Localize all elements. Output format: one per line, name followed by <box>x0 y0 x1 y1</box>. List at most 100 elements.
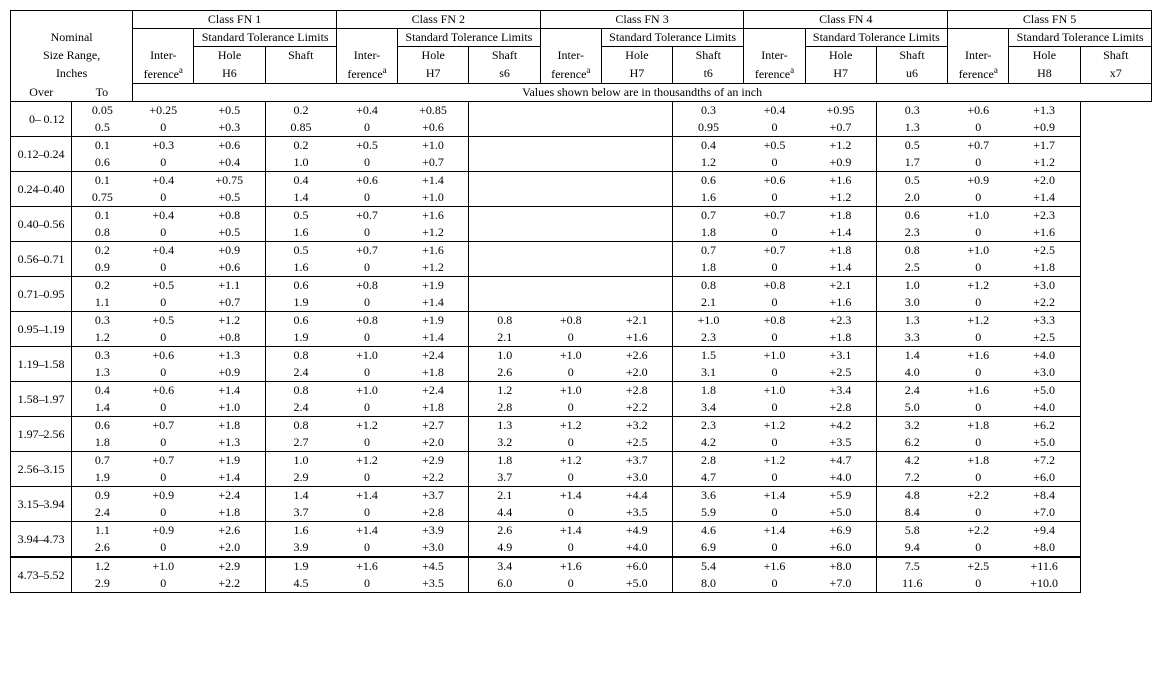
data-cell: +0.7 <box>805 119 876 137</box>
data-cell: +2.3 <box>805 312 876 330</box>
data-cell: 2.1 <box>469 329 540 347</box>
data-cell: +1.9 <box>398 312 469 330</box>
shaft-label: Shaft <box>1080 47 1151 65</box>
size-range: 3.15–3.94 <box>11 487 72 522</box>
data-cell: +6.9 <box>805 522 876 540</box>
data-cell: 1.4 <box>876 347 947 365</box>
data-cell: 4.0 <box>876 364 947 382</box>
data-cell: 1.0 <box>469 347 540 365</box>
data-cell <box>540 172 601 190</box>
data-cell: 1.9 <box>265 557 336 575</box>
data-cell: 1.4 <box>265 487 336 505</box>
class-header: Class FN 1 <box>133 11 337 29</box>
data-row: 0.95–1.190.3+0.5+1.20.6+0.8+1.90.8+0.8+2… <box>11 312 1152 330</box>
data-cell: 0 <box>948 504 1009 522</box>
shaft-label: Shaft <box>265 47 336 65</box>
data-cell: 0 <box>540 364 601 382</box>
data-cell: 0 <box>336 119 397 137</box>
hole-label: Hole <box>601 47 672 65</box>
data-cell: +1.0 <box>540 347 601 365</box>
data-cell: +0.6 <box>194 137 265 155</box>
data-cell <box>601 189 672 207</box>
class-header: Class FN 3 <box>540 11 744 29</box>
data-cell: 1.0 <box>876 277 947 295</box>
data-cell: 0.8 <box>469 312 540 330</box>
data-cell <box>601 294 672 312</box>
data-cell: +2.0 <box>601 364 672 382</box>
data-cell <box>469 102 540 120</box>
data-cell: +0.6 <box>133 382 194 400</box>
data-cell: +3.3 <box>1009 312 1080 330</box>
data-cell: 2.1 <box>469 487 540 505</box>
data-cell: 0.3 <box>72 347 133 365</box>
data-cell: 0 <box>336 154 397 172</box>
data-cell <box>601 102 672 120</box>
data-cell: +1.2 <box>336 452 397 470</box>
data-cell: +1.4 <box>744 487 805 505</box>
data-cell: +1.4 <box>1009 189 1080 207</box>
data-cell: 1.1 <box>72 522 133 540</box>
data-cell: 1.6 <box>265 259 336 277</box>
data-cell: 1.3 <box>72 364 133 382</box>
data-cell: +4.0 <box>805 469 876 487</box>
data-cell: +1.7 <box>1009 137 1080 155</box>
data-row: 3.94–4.731.1+0.9+2.61.6+1.4+3.92.6+1.4+4… <box>11 522 1152 540</box>
data-cell: +3.5 <box>805 434 876 452</box>
data-cell: +0.7 <box>744 207 805 225</box>
data-cell: +1.0 <box>398 137 469 155</box>
data-cell: 7.2 <box>876 469 947 487</box>
data-cell: 2.6 <box>469 522 540 540</box>
data-cell: 0 <box>948 259 1009 277</box>
data-cell: +1.8 <box>805 207 876 225</box>
data-cell: 4.7 <box>673 469 744 487</box>
data-cell: +2.8 <box>398 504 469 522</box>
data-cell: 0 <box>948 399 1009 417</box>
hole-label: Hole <box>805 47 876 65</box>
data-cell: 4.4 <box>469 504 540 522</box>
data-cell: +1.3 <box>1009 102 1080 120</box>
data-cell: +0.8 <box>744 277 805 295</box>
data-cell: +0.5 <box>194 224 265 242</box>
data-cell: 0 <box>133 434 194 452</box>
data-cell: +2.2 <box>398 469 469 487</box>
data-cell: +1.3 <box>194 347 265 365</box>
data-cell <box>601 259 672 277</box>
data-cell: +4.4 <box>601 487 672 505</box>
data-cell: +0.8 <box>194 207 265 225</box>
hole-label: Hole <box>1009 47 1080 65</box>
data-cell: +0.4 <box>336 102 397 120</box>
data-cell <box>540 189 601 207</box>
data-row: 1.97–2.560.6+0.7+1.80.8+1.2+2.71.3+1.2+3… <box>11 417 1152 435</box>
data-cell <box>601 172 672 190</box>
shaft-label: Shaft <box>673 47 744 65</box>
data-cell: 0.8 <box>876 242 947 260</box>
data-cell: +4.0 <box>601 539 672 557</box>
data-cell: +2.0 <box>194 539 265 557</box>
data-cell: +3.0 <box>601 469 672 487</box>
data-cell: +1.0 <box>194 399 265 417</box>
data-cell <box>540 119 601 137</box>
data-cell: 0 <box>336 364 397 382</box>
shaft-code: t6 <box>673 64 744 84</box>
data-cell: 4.9 <box>469 539 540 557</box>
data-cell: 0.4 <box>72 382 133 400</box>
data-row: 0.71–0.950.2+0.5+1.10.6+0.8+1.90.8+0.8+2… <box>11 277 1152 295</box>
data-cell: 0.3 <box>876 102 947 120</box>
data-cell: 0 <box>336 504 397 522</box>
data-cell: 1.8 <box>673 224 744 242</box>
data-cell: +1.0 <box>948 242 1009 260</box>
data-cell: +0.7 <box>194 294 265 312</box>
size-range: 0–0.12 <box>11 102 72 137</box>
data-cell: 8.4 <box>876 504 947 522</box>
data-cell: +1.0 <box>673 312 744 330</box>
size-range: 0.12–0.24 <box>11 137 72 172</box>
data-cell: +0.7 <box>336 207 397 225</box>
data-cell: +1.2 <box>1009 154 1080 172</box>
data-cell: +0.6 <box>744 172 805 190</box>
data-cell: 0 <box>744 154 805 172</box>
data-cell: +0.6 <box>398 119 469 137</box>
data-cell: 0.8 <box>265 347 336 365</box>
hole-code: H7 <box>805 64 876 84</box>
data-cell: 0.9 <box>72 259 133 277</box>
data-cell: +3.7 <box>601 452 672 470</box>
